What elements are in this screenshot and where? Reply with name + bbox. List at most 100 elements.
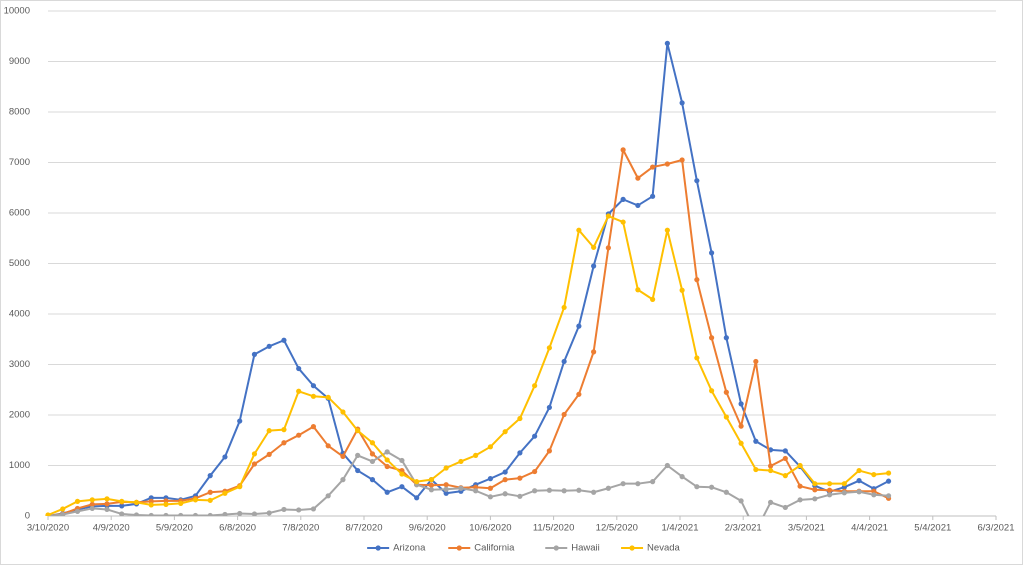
data-point — [502, 491, 508, 497]
legend-swatch-marker — [375, 545, 381, 551]
data-point — [266, 451, 272, 457]
data-point — [767, 467, 774, 474]
data-point — [237, 510, 243, 516]
data-point — [148, 502, 154, 508]
data-point — [355, 452, 361, 458]
data-point — [532, 488, 538, 494]
data-point — [384, 457, 390, 463]
data-point — [605, 245, 611, 251]
data-point — [635, 481, 641, 487]
data-point — [576, 323, 582, 329]
data-point — [826, 487, 833, 493]
x-tick-label: 12/5/2020 — [596, 523, 638, 534]
data-point — [104, 501, 110, 507]
data-point — [856, 478, 862, 484]
data-point — [222, 490, 228, 496]
data-point — [723, 335, 729, 341]
data-point — [753, 358, 759, 365]
data-point — [74, 498, 81, 504]
data-point — [428, 477, 435, 483]
data-point — [561, 488, 567, 494]
y-tick-label: 2000 — [9, 410, 30, 421]
data-point — [605, 213, 611, 219]
data-point — [487, 485, 493, 491]
x-tick-label: 10/6/2020 — [469, 523, 511, 534]
data-point — [266, 343, 272, 349]
data-point — [340, 409, 346, 415]
x-tick-label: 3/10/2020 — [27, 523, 69, 534]
data-point — [369, 440, 376, 446]
data-point — [885, 478, 892, 484]
data-point — [546, 345, 552, 351]
data-point — [266, 428, 272, 434]
legend-label: Hawaii — [571, 543, 600, 554]
y-tick-label: 5000 — [9, 258, 30, 269]
data-point — [60, 506, 66, 512]
data-point — [310, 393, 317, 399]
x-tick-label: 3/5/2021 — [788, 523, 825, 534]
data-point — [532, 468, 538, 475]
data-point — [340, 477, 346, 483]
series-line — [47, 148, 889, 516]
data-point — [178, 512, 184, 516]
data-point — [178, 500, 184, 506]
y-tick-label: 3000 — [9, 359, 30, 370]
data-point — [443, 490, 449, 496]
y-tick-label: 8000 — [9, 107, 30, 118]
data-point — [251, 461, 258, 467]
y-tick-label: 1000 — [9, 460, 30, 471]
data-point — [473, 452, 479, 458]
data-point — [502, 477, 508, 483]
data-point — [885, 493, 892, 499]
data-point — [767, 463, 774, 469]
data-point — [428, 487, 435, 493]
data-point — [399, 457, 405, 464]
data-point — [119, 498, 125, 504]
data-point — [650, 479, 656, 485]
data-point — [89, 501, 95, 507]
data-point — [517, 450, 523, 456]
data-point — [709, 335, 715, 341]
data-point — [605, 485, 611, 491]
data-point — [782, 504, 788, 511]
data-point — [443, 482, 449, 488]
data-point — [841, 481, 847, 487]
data-point — [60, 511, 66, 516]
legend-label: Arizona — [393, 543, 426, 554]
data-point — [767, 499, 774, 505]
data-point — [856, 489, 862, 495]
data-point — [664, 40, 670, 46]
data-point — [546, 448, 552, 454]
data-point — [473, 488, 479, 494]
data-point — [207, 489, 213, 495]
data-point — [502, 469, 508, 475]
data-point — [310, 383, 317, 389]
data-point — [679, 287, 685, 293]
data-point — [723, 414, 729, 420]
data-point — [74, 508, 81, 515]
data-point — [782, 448, 788, 454]
data-point — [104, 496, 110, 502]
data-point — [885, 470, 892, 476]
data-point — [620, 147, 626, 153]
data-point — [635, 287, 641, 293]
x-tick-label: 7/8/2020 — [282, 523, 319, 534]
data-point — [45, 512, 51, 516]
data-point — [664, 462, 670, 469]
data-point — [753, 438, 759, 444]
data-point — [679, 157, 685, 163]
data-point — [591, 349, 597, 355]
x-tick-label: 2/3/2021 — [725, 523, 762, 534]
data-point — [635, 202, 641, 209]
data-point — [753, 466, 759, 473]
data-point — [782, 473, 788, 479]
x-tick-label: 6/8/2020 — [219, 523, 256, 534]
data-point — [443, 486, 449, 492]
series-line — [47, 215, 889, 516]
data-point — [384, 489, 390, 495]
data-point — [399, 484, 405, 490]
data-point — [384, 463, 390, 470]
data-point — [738, 498, 744, 504]
